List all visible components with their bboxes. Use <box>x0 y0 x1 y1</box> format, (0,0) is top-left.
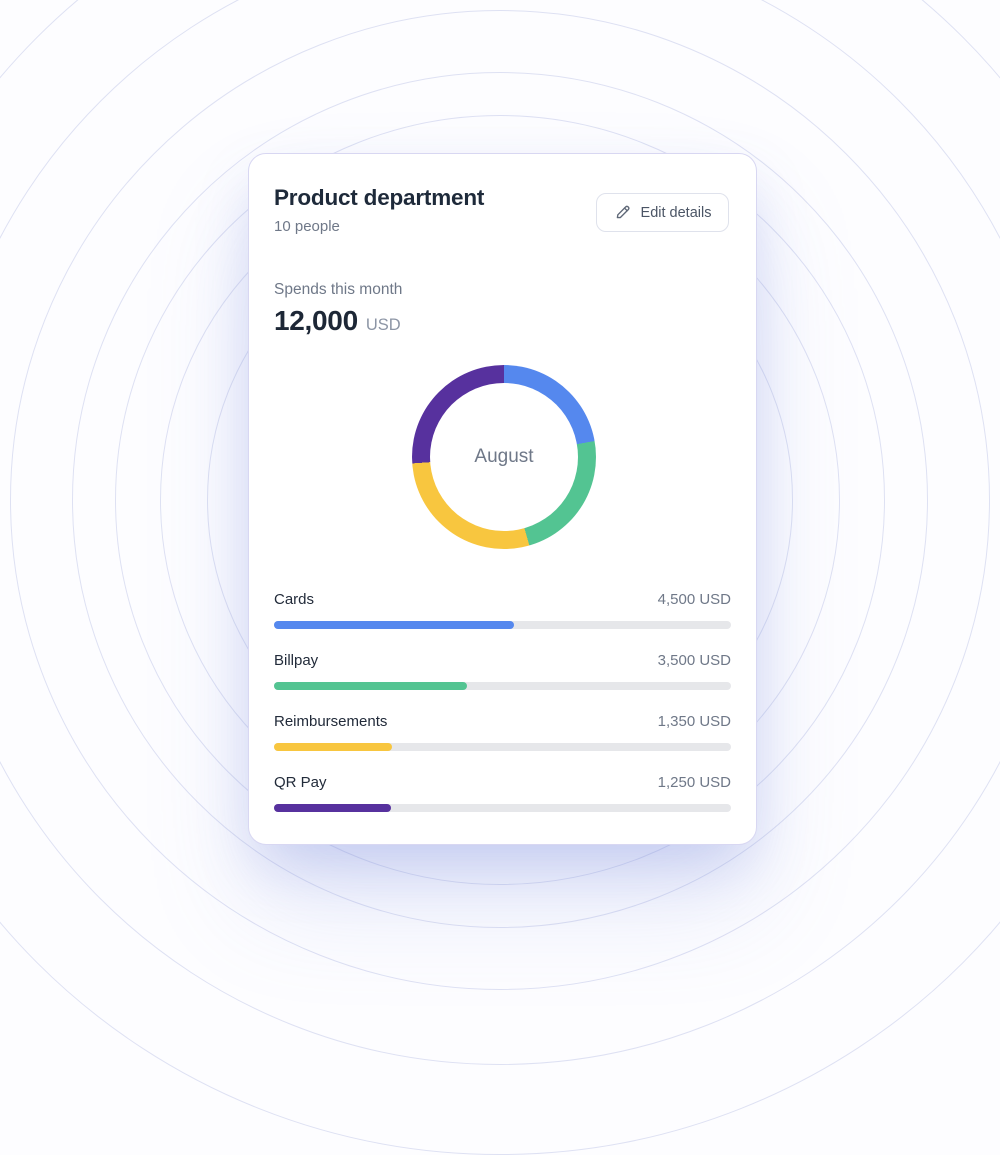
category-label: Cards <box>274 591 315 608</box>
category-row: Cards 4,500 USD <box>274 591 731 629</box>
spend-amount: 12,000 <box>274 305 358 336</box>
people-count: 10 people <box>274 218 340 235</box>
spend-currency: USD <box>365 316 401 334</box>
department-card: Product department 10 people Edit detail… <box>248 153 757 845</box>
category-progress-fill <box>274 682 467 690</box>
edit-details-button[interactable]: Edit details <box>596 193 729 232</box>
category-row: Reimbursements 1,350 USD <box>274 713 731 751</box>
category-progress-fill <box>274 743 392 751</box>
spends-label: Spends this month <box>274 281 403 298</box>
category-value: 1,350 USD <box>657 713 731 730</box>
category-progress-track <box>274 682 731 690</box>
spend-total: 12,000 USD <box>274 305 401 337</box>
category-value: 4,500 USD <box>657 591 731 608</box>
donut-center-label: August <box>474 446 534 467</box>
category-row: QR Pay 1,250 USD <box>274 774 731 812</box>
category-progress-track <box>274 621 731 629</box>
category-label: QR Pay <box>274 774 327 791</box>
page-title: Product department <box>274 185 485 210</box>
category-value: 1,250 USD <box>657 774 731 791</box>
donut-ring <box>412 365 596 549</box>
category-list: Cards 4,500 USD Billpay 3,500 USD Reimbu… <box>274 591 731 835</box>
spend-donut-chart: August <box>412 365 596 549</box>
edit-details-label: Edit details <box>640 204 712 221</box>
category-progress-track <box>274 743 731 751</box>
category-value: 3,500 USD <box>657 652 731 669</box>
pencil-icon <box>616 205 629 219</box>
category-progress-fill <box>274 804 391 812</box>
category-label: Billpay <box>274 652 319 669</box>
category-progress-fill <box>274 621 515 629</box>
category-label: Reimbursements <box>274 713 388 730</box>
category-row: Billpay 3,500 USD <box>274 652 731 690</box>
category-progress-track <box>274 804 731 812</box>
